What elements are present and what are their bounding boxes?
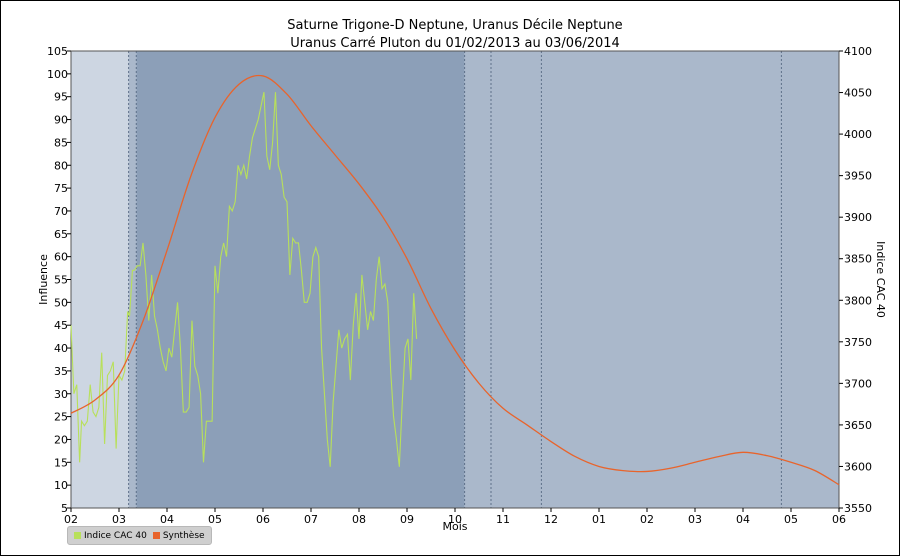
x-tick-label: 05 — [208, 513, 222, 526]
vertical-markers — [128, 51, 782, 508]
band-2 — [136, 51, 465, 508]
y-axis-right-label: Indice CAC 40 — [874, 241, 887, 318]
axes: 5101520253035404550556065707580859095100… — [47, 45, 872, 526]
x-tick-label: 05 — [784, 513, 798, 526]
y-axis-left-label: Influence — [37, 254, 50, 305]
legend-item-cac40[interactable]: Indice CAC 40 — [74, 531, 147, 541]
x-tick-label: 06 — [832, 513, 846, 526]
y-right-tick-label: 3550 — [844, 502, 872, 515]
y-right-tick-label: 3850 — [844, 253, 872, 266]
legend-label: Synthèse — [162, 530, 205, 541]
x-tick-label: 10 — [448, 513, 462, 526]
x-tick-label: 02 — [64, 513, 78, 526]
x-tick-label: 01 — [592, 513, 606, 526]
y-right-tick-label: 3750 — [844, 336, 872, 349]
y-right-tick-label: 3700 — [844, 377, 872, 390]
y-left-tick-label: 40 — [54, 342, 68, 355]
y-left-tick-label: 25 — [54, 411, 68, 424]
y-left-tick-label: 90 — [54, 114, 68, 127]
x-tick-label: 11 — [496, 513, 510, 526]
x-tick-label: 12 — [544, 513, 558, 526]
y-left-tick-label: 85 — [54, 136, 68, 149]
y-right-tick-label: 4050 — [844, 87, 872, 100]
series-synthese-line — [70, 74, 840, 486]
y-left-tick-label: 15 — [54, 456, 68, 469]
y-right-tick-label: 4100 — [844, 45, 872, 58]
band-3 — [464, 51, 839, 508]
y-left-tick-label: 45 — [54, 319, 68, 332]
x-tick-label: 07 — [304, 513, 318, 526]
legend: Indice CAC 40 Synthèse — [67, 526, 212, 545]
y-left-tick-label: 10 — [54, 479, 68, 492]
y-right-tick-label: 3600 — [844, 460, 872, 473]
y-left-tick-label: 50 — [54, 296, 68, 309]
y-left-tick-label: 95 — [54, 91, 68, 104]
series-cac40-line — [70, 92, 418, 467]
background-bands — [71, 51, 839, 508]
y-left-tick-label: 60 — [54, 251, 68, 264]
x-tick-label: 09 — [400, 513, 414, 526]
legend-item-synthese[interactable]: Synthèse — [152, 530, 205, 541]
y-left-tick-label: 35 — [54, 365, 68, 378]
y-left-tick-label: 80 — [54, 159, 68, 172]
band-0 — [71, 51, 129, 508]
x-tick-label: 02 — [640, 513, 654, 526]
y-left-tick-label: 75 — [54, 182, 68, 195]
y-left-tick-label: 70 — [54, 205, 68, 218]
legend-label: Indice CAC 40 — [84, 530, 147, 541]
x-tick-label: 06 — [256, 513, 270, 526]
y-left-tick-label: 55 — [54, 274, 68, 287]
y-left-tick-label: 5 — [61, 502, 68, 515]
y-right-tick-label: 3950 — [844, 170, 872, 183]
legend-swatch-icon — [74, 532, 81, 539]
y-right-tick-label: 3650 — [844, 419, 872, 432]
y-left-tick-label: 100 — [47, 68, 68, 81]
y-right-tick-label: 4000 — [844, 128, 872, 141]
y-left-tick-label: 65 — [54, 228, 68, 241]
y-left-tick-label: 30 — [54, 388, 68, 401]
y-left-tick-label: 105 — [47, 45, 68, 58]
x-tick-label: 04 — [160, 513, 174, 526]
x-axis-label: Mois — [442, 520, 467, 533]
band-1 — [128, 51, 137, 508]
chart-title-line-1: Saturne Trigone-D Neptune, Uranus Décile… — [287, 18, 622, 33]
x-tick-label: 03 — [688, 513, 702, 526]
y-left-tick-label: 20 — [54, 433, 68, 446]
x-tick-label: 03 — [112, 513, 126, 526]
chart-title-line-2: Uranus Carré Pluton du 01/02/2013 au 03/… — [290, 36, 620, 51]
x-tick-label: 08 — [352, 513, 366, 526]
y-right-tick-label: 3900 — [844, 211, 872, 224]
y-right-tick-label: 3800 — [844, 294, 872, 307]
x-tick-label: 04 — [736, 513, 750, 526]
legend-swatch-icon — [152, 532, 160, 539]
series-lines — [70, 74, 840, 486]
